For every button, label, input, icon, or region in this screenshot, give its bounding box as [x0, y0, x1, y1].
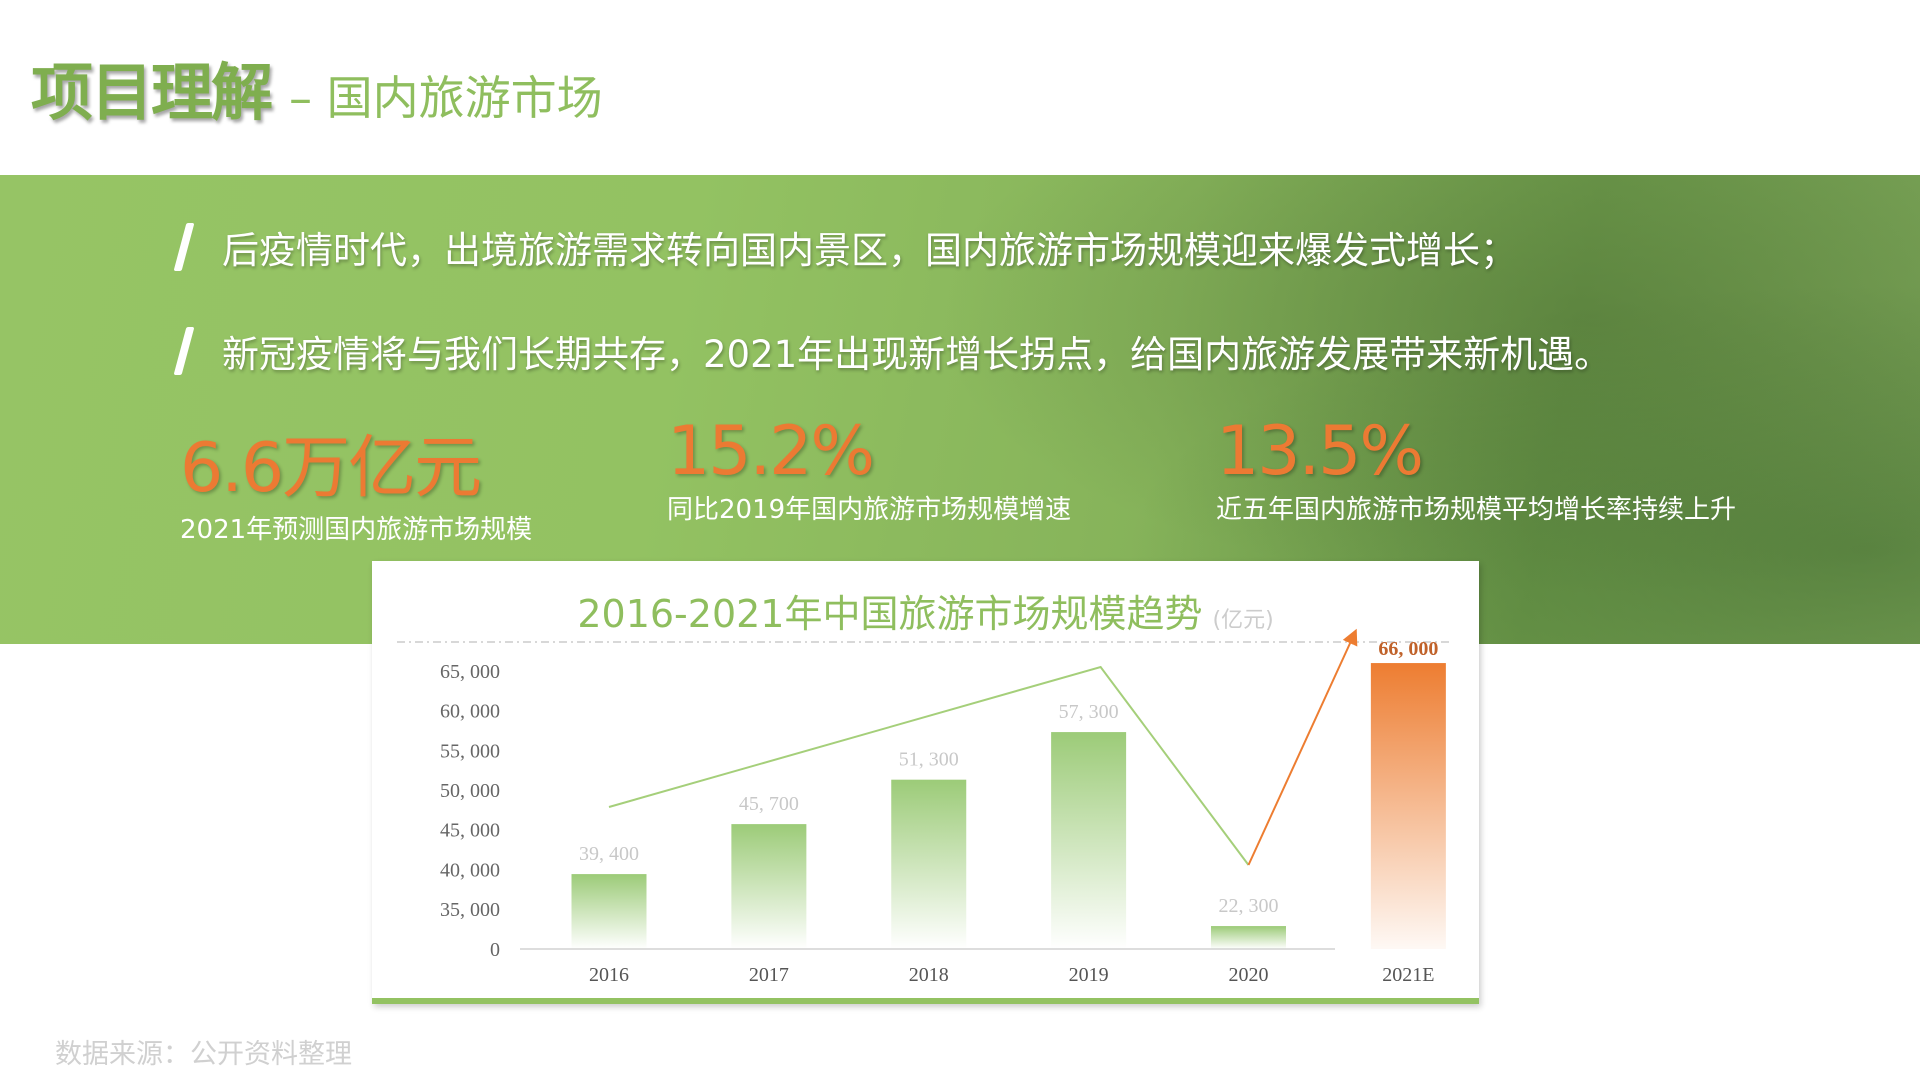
y-tick-label: 55, 000: [440, 740, 500, 762]
data-label: 39, 400: [579, 843, 639, 865]
y-tick-label: 0: [490, 939, 500, 961]
bar-2021E: [1370, 663, 1446, 949]
x-tick-label: 2017: [749, 964, 789, 986]
chart-title-text: 2016-2021年中国旅游市场规模趋势: [577, 592, 1203, 636]
x-tick-label: 2021E: [1382, 964, 1434, 986]
bullet-1: 后疫情时代，出境旅游需求转向国内景区，国内旅游市场规模迎来爆发式增长；: [173, 220, 1517, 274]
trend-arrow: [1247, 628, 1358, 866]
y-tick-label: 45, 000: [440, 820, 500, 842]
bar-2016: [571, 874, 647, 949]
bar-2018: [891, 779, 967, 949]
data-label: 57, 300: [1059, 701, 1119, 723]
bar-2019: [1051, 732, 1127, 949]
data-label: 22, 300: [1218, 895, 1278, 917]
title-main: 项目理解: [31, 56, 273, 129]
stat-value: 13.5%: [1216, 412, 1424, 491]
stat-market-size: 6.6万亿元 2021年预测国内旅游市场规模: [180, 412, 532, 546]
stat-label: 近五年国内旅游市场规模平均增长率持续上升: [1216, 495, 1737, 525]
trend-line: [608, 665, 1250, 866]
stat-label: 同比2019年国内旅游市场规模增速: [667, 495, 1072, 525]
title-sub: – 国内旅游市场: [289, 71, 603, 125]
chart-title: 2016-2021年中国旅游市场规模趋势 (亿元): [372, 583, 1479, 638]
data-label: 45, 700: [739, 793, 799, 815]
stat-growth-2019: 15.2% 同比2019年国内旅游市场规模增速: [667, 412, 1071, 526]
bullet-2: 新冠疫情将与我们长期共存，2021年出现新增长拐点，给国内旅游发展带来新机遇。: [173, 324, 1612, 378]
bullet-text: 新冠疫情将与我们长期共存，2021年出现新增长拐点，给国内旅游发展带来新机遇。: [222, 333, 1612, 376]
x-tick-label: 2020: [1228, 964, 1268, 986]
stat-label: 2021年预测国内旅游市场规模: [180, 515, 533, 545]
data-label: 51, 300: [899, 749, 959, 771]
y-tick-label: 65, 000: [440, 661, 500, 683]
bar-2020: [1210, 926, 1286, 949]
page-title: 项目理解 – 国内旅游市场: [31, 42, 603, 132]
bar-2017: [731, 824, 807, 949]
x-tick-label: 2016: [589, 964, 629, 986]
data-label: 66, 000: [1378, 638, 1438, 660]
y-tick-label: 60, 000: [440, 701, 500, 723]
y-tick-label: 40, 000: [440, 859, 500, 881]
stat-avg-growth: 13.5% 近五年国内旅游市场规模平均增长率持续上升: [1216, 412, 1736, 526]
y-tick-label: 35, 000: [440, 899, 500, 921]
x-tick-label: 2019: [1069, 964, 1109, 986]
bullet-text: 后疫情时代，出境旅游需求转向国内景区，国内旅游市场规模迎来爆发式增长；: [222, 229, 1517, 272]
y-tick-label: 50, 000: [440, 780, 500, 802]
bar-chart: 0 35, 000 40, 000 45, 000 50, 000 55, 000 60, …: [397, 628, 1452, 986]
hero-band: [0, 175, 1920, 644]
x-tick-label: 2018: [909, 964, 949, 986]
stat-value: 15.2%: [667, 412, 875, 491]
chart-card: 2016-2021年中国旅游市场规模趋势 (亿元) 0 35, 000 40, 000…: [372, 561, 1479, 1004]
chart-unit: (亿元): [1212, 608, 1274, 633]
data-source: 数据来源：公开资料整理: [55, 1039, 352, 1070]
stat-value: 6.6万亿元: [180, 429, 482, 508]
